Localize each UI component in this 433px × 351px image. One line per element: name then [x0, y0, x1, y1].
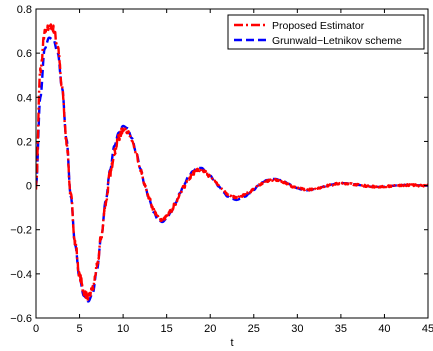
y-tick-label: 0.8 — [17, 4, 32, 16]
x-tick-label: 15 — [161, 323, 173, 335]
x-tick-label: 10 — [117, 323, 129, 335]
x-tick-label: 40 — [378, 323, 390, 335]
axes-box — [35, 8, 429, 319]
x-tick-label: 25 — [248, 323, 260, 335]
x-tick-label: 45 — [422, 323, 433, 335]
y-tick-label: 0 — [26, 181, 32, 193]
y-tick-label: 0.6 — [17, 48, 32, 60]
legend-box — [227, 14, 425, 50]
y-tick-label: −0.4 — [10, 269, 32, 281]
y-tick-label: −0.6 — [10, 313, 32, 325]
x-tick-label: 20 — [204, 323, 216, 335]
plot-area — [36, 22, 428, 303]
x-tick-label: 5 — [76, 323, 82, 335]
y-tick-label: −0.2 — [10, 225, 32, 237]
legend-label: Grunwald−Letnikov scheme — [272, 35, 402, 47]
y-tick-label: 0.2 — [17, 136, 32, 148]
x-tick-label: 30 — [291, 323, 303, 335]
axes: 0 5 10 15 20 25 30 35 40 45 −0.6 −0.4 −0.2 0 0.2 0.4 0.6… — [10, 4, 433, 349]
series-line-proposed-estimator — [36, 22, 428, 303]
y-tick-label: 0.4 — [17, 92, 32, 104]
x-tick-label: 35 — [335, 323, 347, 335]
x-tick-label: 0 — [33, 323, 39, 335]
legend-label: Proposed Estimator — [272, 20, 365, 32]
legend: Proposed Estimator Grunwald−Letnikov sche… — [227, 14, 425, 50]
x-axis-label: t — [230, 337, 233, 349]
